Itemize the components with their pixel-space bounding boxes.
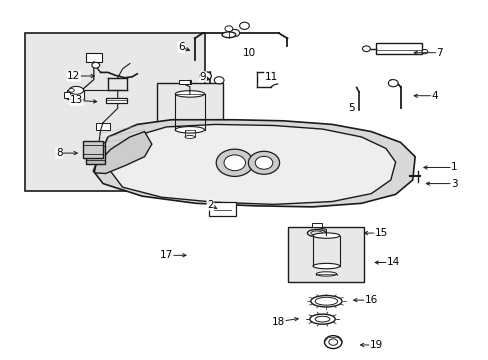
Ellipse shape xyxy=(315,316,329,322)
Text: 11: 11 xyxy=(264,72,277,82)
Bar xyxy=(209,202,236,216)
Bar xyxy=(288,226,363,282)
Text: 15: 15 xyxy=(374,228,387,238)
Ellipse shape xyxy=(316,272,336,276)
Text: 10: 10 xyxy=(243,48,255,58)
Ellipse shape xyxy=(312,233,339,238)
Circle shape xyxy=(92,62,100,68)
Ellipse shape xyxy=(310,296,341,307)
Text: 4: 4 xyxy=(430,91,437,101)
Text: 5: 5 xyxy=(348,103,354,113)
Text: 13: 13 xyxy=(69,95,83,105)
Circle shape xyxy=(324,336,341,348)
Circle shape xyxy=(328,339,337,345)
Ellipse shape xyxy=(307,229,325,237)
Bar xyxy=(86,142,104,164)
Text: 6: 6 xyxy=(178,42,184,52)
Ellipse shape xyxy=(310,231,322,235)
Text: 14: 14 xyxy=(386,257,399,267)
Ellipse shape xyxy=(175,91,204,97)
Circle shape xyxy=(239,22,249,30)
Circle shape xyxy=(199,72,211,80)
Ellipse shape xyxy=(175,127,204,133)
Text: 7: 7 xyxy=(435,48,442,58)
Bar xyxy=(96,123,110,130)
Ellipse shape xyxy=(315,297,337,305)
Text: 8: 8 xyxy=(56,148,62,158)
Bar xyxy=(178,80,190,84)
Ellipse shape xyxy=(68,89,74,92)
Bar xyxy=(66,90,83,99)
Bar xyxy=(311,223,321,227)
Circle shape xyxy=(362,46,369,51)
Circle shape xyxy=(248,151,279,174)
Bar xyxy=(157,83,222,148)
Bar xyxy=(82,140,103,158)
Ellipse shape xyxy=(222,32,235,38)
Text: 17: 17 xyxy=(160,250,173,260)
Circle shape xyxy=(224,26,232,32)
Bar xyxy=(375,43,422,54)
Ellipse shape xyxy=(184,135,194,138)
Text: 19: 19 xyxy=(369,340,382,350)
Text: 3: 3 xyxy=(450,179,457,189)
Circle shape xyxy=(229,30,239,37)
Circle shape xyxy=(255,156,272,169)
Bar xyxy=(86,53,102,62)
Text: 16: 16 xyxy=(364,295,377,305)
Circle shape xyxy=(224,155,245,171)
Text: 2: 2 xyxy=(206,200,213,210)
Bar xyxy=(64,92,70,98)
Ellipse shape xyxy=(309,314,334,324)
Text: 12: 12 xyxy=(67,71,81,81)
Polygon shape xyxy=(94,132,152,174)
Bar xyxy=(25,33,205,191)
Circle shape xyxy=(387,80,397,87)
Text: 1: 1 xyxy=(450,162,457,172)
Circle shape xyxy=(214,77,224,84)
Ellipse shape xyxy=(69,86,83,94)
Polygon shape xyxy=(110,125,395,204)
Polygon shape xyxy=(93,120,414,207)
Circle shape xyxy=(216,149,253,176)
Text: 18: 18 xyxy=(271,317,285,327)
Text: 9: 9 xyxy=(199,72,206,82)
Circle shape xyxy=(421,49,427,54)
Ellipse shape xyxy=(312,264,339,269)
Bar xyxy=(105,98,127,103)
